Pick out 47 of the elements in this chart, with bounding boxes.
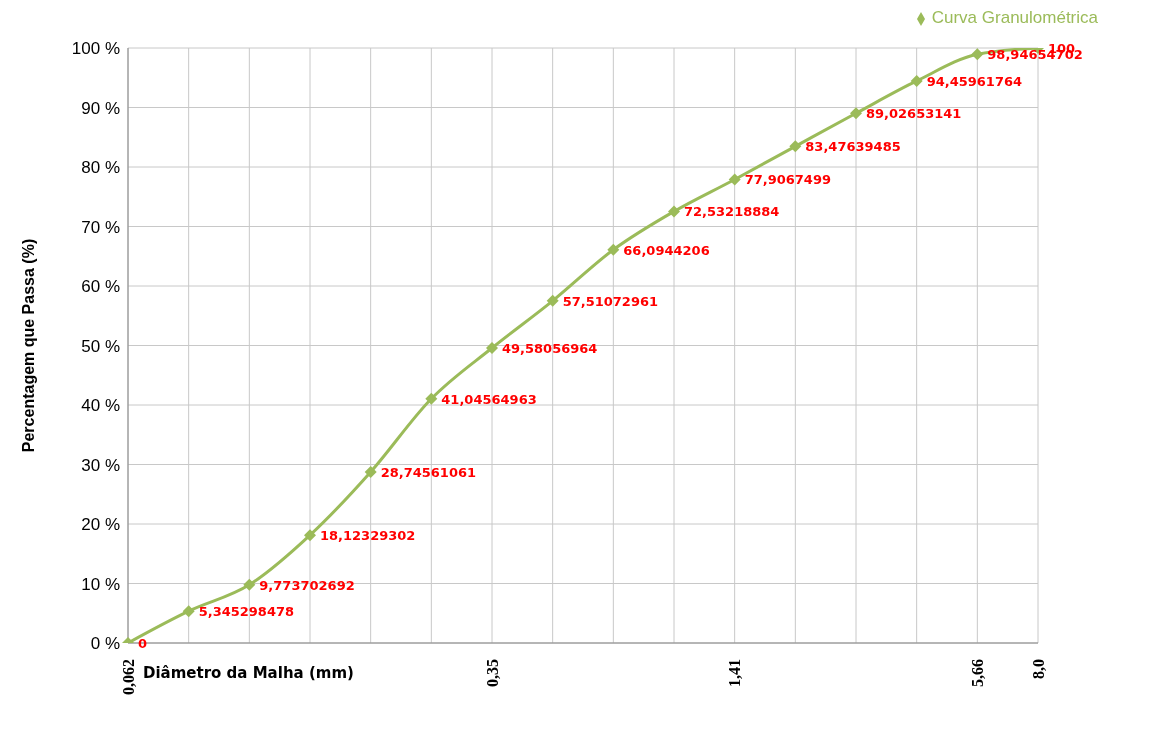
point (668, 205, 680, 218)
data-label: 57,51072961 (562, 293, 659, 309)
y-tick-label: 10 % (81, 574, 120, 594)
y-tick-label: 50 % (81, 336, 120, 356)
data-label: 9,773702692 (259, 577, 355, 593)
point (182, 605, 195, 618)
data-label: 77,9067499 (744, 172, 832, 188)
data-label: 5,345298478 (198, 604, 295, 620)
point (486, 342, 498, 354)
y-tick-label: 70 % (81, 217, 120, 237)
data-label: 94,45961764 (926, 73, 1023, 89)
y-tick-label: 0 % (90, 634, 120, 654)
x-tick-label: 8,0 (1029, 659, 1047, 679)
data-label: 89,02653141 (866, 106, 962, 122)
x-tick-label: 5,66 (968, 659, 986, 687)
data-label: 83,47639485 (805, 139, 901, 155)
point (971, 48, 984, 61)
legend-label: Curva Granulométrica (931, 8, 1098, 27)
point (364, 465, 377, 478)
point (243, 578, 256, 591)
data-label: 28,74561061 (380, 464, 477, 480)
y-axis-title: Percentagem que Passa (%) (19, 238, 37, 453)
y-tick-label: 80 % (81, 158, 120, 178)
y-tick-label: 30 % (81, 455, 120, 475)
point (607, 243, 620, 256)
data-label: 0 (138, 636, 148, 651)
point (850, 107, 862, 120)
point (425, 392, 438, 405)
x-tick-label: 1,41 (726, 659, 744, 687)
point (728, 173, 741, 186)
data-label: 72,53218884 (684, 204, 780, 220)
data-label: 49,58056964 (502, 341, 598, 356)
y-tick-label: 40 % (81, 396, 120, 416)
y-tick-label: 90 % (81, 98, 120, 118)
x-axis-title: Diâmetro da Malha (mm) (143, 664, 354, 682)
x-tick-label: 0,062 (119, 659, 137, 695)
point (304, 529, 316, 542)
data-label: 18,12329302 (320, 528, 416, 544)
y-tick-label: 100 % (71, 39, 120, 59)
x-tick-label: 0,35 (483, 659, 501, 687)
point (789, 140, 802, 153)
y-tick-label: 60 % (81, 277, 120, 297)
data-label: 66,0944206 (623, 242, 710, 258)
data-label: 41,04564963 (441, 391, 537, 407)
point (910, 74, 923, 87)
point (546, 294, 559, 307)
y-tick-label: 20 % (81, 515, 120, 535)
